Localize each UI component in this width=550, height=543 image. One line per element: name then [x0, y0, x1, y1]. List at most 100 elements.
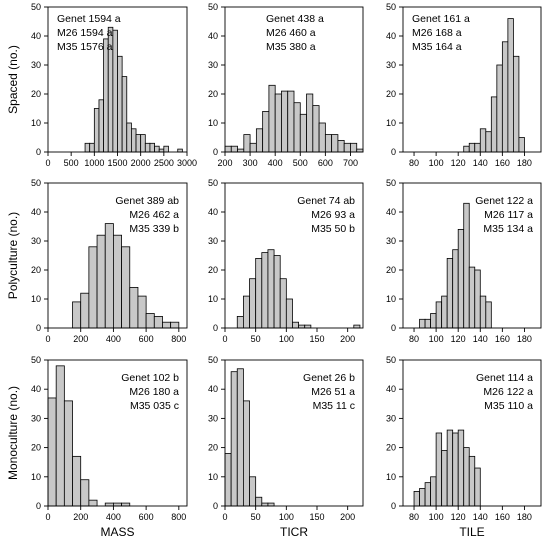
panel-polyculture-mass: 0 10 20 30 40 50 0 200 400 600 800 Genet 389 ab M26 …	[31, 178, 188, 344]
bar-spaced-mass	[93, 108, 100, 153]
bar-polyculture-tile	[485, 301, 492, 329]
annotation-line: M35 339 b	[129, 223, 179, 235]
y-tick-label: 20	[386, 265, 396, 275]
y-tick-label: 10	[386, 472, 396, 482]
y-tick-label: 20	[386, 89, 396, 99]
bar-polyculture-ticr	[261, 252, 269, 329]
x-tick-label: 120	[451, 512, 466, 522]
annotation-line: M35 11 c	[313, 400, 355, 412]
annotation-line: Genet 114 a	[476, 372, 533, 384]
bar-spaced-ticr	[224, 145, 232, 153]
bar-spaced-mass	[149, 142, 155, 153]
bar-polyculture-mass	[121, 246, 131, 329]
bar-monoculture-ticr	[230, 371, 238, 507]
bar-polyculture-mass	[153, 315, 163, 329]
x-tick-label: 140	[473, 334, 488, 344]
y-tick-label: 0	[36, 147, 41, 157]
plot-frame	[47, 182, 188, 329]
annotation-line: M35 1576 a	[57, 41, 113, 53]
bar-polyculture-ticr	[236, 315, 244, 329]
x-tick-label: 100	[279, 334, 294, 344]
bar-monoculture-mass	[63, 400, 73, 507]
bar-spaced-ticr	[337, 139, 345, 153]
column-label-tile: TILE	[459, 525, 484, 539]
x-tick-label: 700	[343, 158, 358, 168]
x-tick-label: 200	[340, 512, 355, 522]
annotation-line: M35 164 a	[412, 41, 462, 53]
bar-spaced-mass	[103, 38, 109, 153]
bar-spaced-ticr	[343, 142, 351, 153]
y-tick-label: 40	[31, 384, 41, 394]
bar-monoculture-mass	[47, 397, 57, 507]
y-tick-label: 40	[386, 207, 396, 217]
bar-spaced-mass	[121, 76, 128, 153]
x-tick-label: 100	[429, 512, 444, 522]
bar-spaced-ticr	[299, 113, 307, 153]
y-tick-label: 10	[208, 294, 218, 304]
bar-polyculture-tile	[441, 295, 448, 329]
panel-polyculture-ticr: 0 10 20 30 40 50 0 50 100 150 200 Genet 74 ab M26 93…	[208, 178, 364, 344]
y-tick-label: 30	[31, 60, 41, 70]
bar-spaced-tile	[501, 41, 509, 153]
bar-monoculture-tile	[457, 429, 465, 507]
annotation-line: M26 180 a	[129, 386, 179, 398]
y-tick-label: 10	[31, 118, 41, 128]
annotation-line: Genet 102 b	[121, 372, 179, 384]
bar-monoculture-tile	[430, 476, 437, 507]
bar-spaced-tile	[507, 18, 514, 153]
x-tick-label: 400	[268, 158, 283, 168]
bar-monoculture-tile	[419, 488, 426, 507]
bar-spaced-ticr	[312, 105, 320, 153]
x-tick-label: 160	[495, 158, 510, 168]
plot-frame	[224, 6, 364, 153]
bar-spaced-tile	[496, 64, 503, 153]
annotation-line: Genet 74 ab	[297, 195, 355, 207]
y-tick-label: 0	[36, 501, 41, 511]
bar-polyculture-mass	[129, 286, 139, 329]
y-tick-label: 30	[208, 60, 218, 70]
y-tick-label: 40	[208, 384, 218, 394]
bar-polyculture-tile	[452, 249, 459, 329]
bar-polyculture-tile	[446, 257, 454, 329]
y-tick-label: 50	[31, 2, 41, 12]
bar-spaced-mass	[144, 142, 151, 153]
x-tick-label: 180	[517, 158, 532, 168]
bar-spaced-mass	[98, 99, 105, 153]
x-tick-label: 100	[429, 334, 444, 344]
bar-spaced-mass	[130, 128, 137, 153]
annotation-line: Genet 122 a	[475, 195, 533, 207]
bar-polyculture-tile	[468, 266, 476, 329]
y-tick-label: 30	[386, 413, 396, 423]
bar-polyculture-tile	[474, 269, 481, 329]
y-tick-label: 0	[213, 323, 218, 333]
bar-spaced-tile	[479, 128, 487, 153]
y-tick-label: 0	[391, 501, 396, 511]
bar-polyculture-mass	[72, 301, 82, 329]
bar-polyculture-ticr	[279, 278, 287, 329]
panel-polyculture-tile: 0 10 20 30 40 50 80 100 120 140 160 180 Genet 122 a M…	[386, 178, 542, 344]
plot-frame	[224, 359, 364, 507]
x-tick-label: 200	[73, 334, 88, 344]
x-tick-label: 120	[451, 334, 466, 344]
bar-polyculture-mass	[80, 292, 90, 329]
x-tick-label: 400	[106, 334, 121, 344]
annotation-line: M26 122 a	[483, 386, 533, 398]
panel-spaced-tile: 0 10 20 30 40 50 80 100 120 140 160 180 Genet 161 a M…	[386, 2, 542, 168]
x-tick-label: 400	[106, 512, 121, 522]
bar-spaced-ticr	[318, 122, 326, 153]
y-tick-label: 30	[208, 236, 218, 246]
y-tick-label: 10	[31, 472, 41, 482]
y-tick-label: 20	[208, 89, 218, 99]
bar-spaced-ticr	[293, 102, 301, 153]
bar-spaced-ticr	[249, 142, 257, 153]
annotation-line: Genet 438 a	[266, 13, 324, 25]
bar-monoculture-mass	[55, 365, 65, 507]
column-label-mass: MASS	[100, 525, 134, 539]
bar-spaced-ticr	[287, 90, 295, 153]
y-tick-label: 40	[208, 207, 218, 217]
bar-monoculture-tile	[446, 429, 454, 507]
y-tick-label: 10	[31, 294, 41, 304]
bar-monoculture-ticr	[255, 496, 263, 507]
